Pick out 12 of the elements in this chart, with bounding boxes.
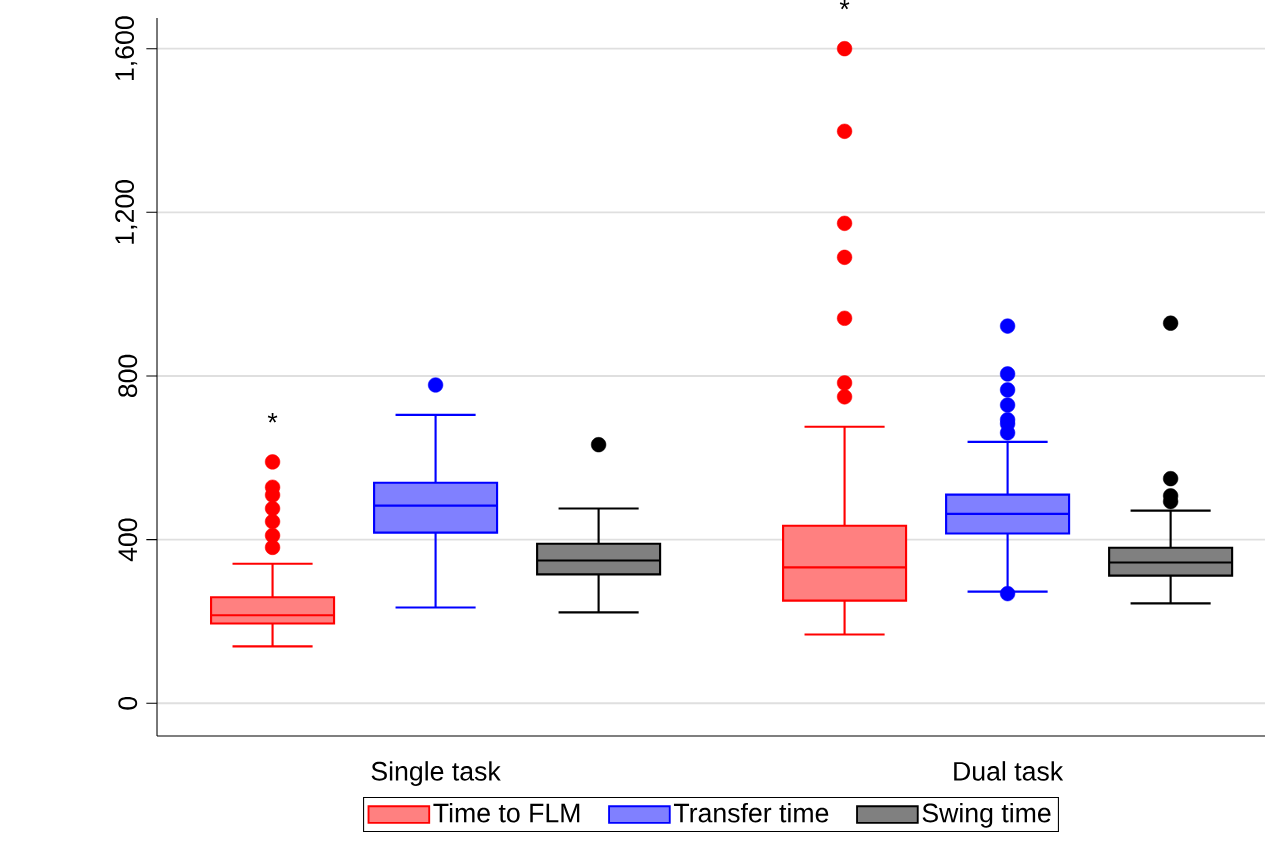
y-tick-label: 1,200 — [115, 180, 138, 244]
legend-label: Time to FLM — [433, 802, 580, 823]
y-tick-label: 400 — [118, 518, 138, 562]
y-tick-label: 1,600 — [115, 16, 138, 81]
y-tick-label: 800 — [118, 354, 138, 398]
x-tick-label: Single task — [371, 761, 501, 787]
legend-label: Transfer time — [673, 802, 829, 823]
y-tick-label: 0 — [118, 696, 138, 710]
x-tick-label: Dual task — [954, 761, 1064, 781]
legend-label: Swing time — [922, 802, 1051, 828]
text: * — [839, 0, 850, 10]
annotation: * — [267, 413, 278, 423]
